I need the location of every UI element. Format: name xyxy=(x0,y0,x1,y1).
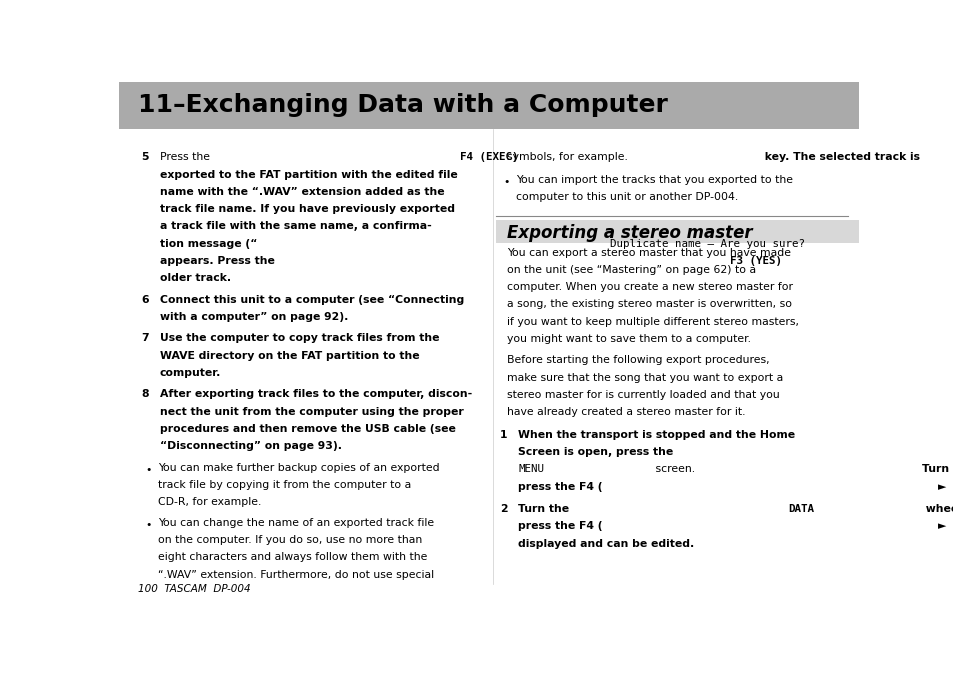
Text: Before starting the following export procedures,: Before starting the following export pro… xyxy=(507,356,769,365)
Text: nect the unit from the computer using the proper: nect the unit from the computer using th… xyxy=(160,407,463,417)
Text: computer to this unit or another DP-004.: computer to this unit or another DP-004. xyxy=(516,192,738,202)
Text: exported to the FAT partition with the edited file: exported to the FAT partition with the e… xyxy=(160,169,457,180)
Text: You can import the tracks that you exported to the: You can import the tracks that you expor… xyxy=(516,175,793,185)
Text: Exporting a stereo master: Exporting a stereo master xyxy=(507,224,752,242)
Text: with a computer” on page 92).: with a computer” on page 92). xyxy=(160,312,348,322)
Text: 1: 1 xyxy=(499,430,507,440)
Text: press the F4 (: press the F4 ( xyxy=(518,481,602,492)
Text: You can change the name of an exported track file: You can change the name of an exported t… xyxy=(157,517,434,528)
Text: “.WAV” extension. Furthermore, do not use special: “.WAV” extension. Furthermore, do not us… xyxy=(157,570,434,579)
Text: WAVE directory on the FAT partition to the: WAVE directory on the FAT partition to t… xyxy=(160,351,419,360)
Text: track file by copying it from the computer to a: track file by copying it from the comput… xyxy=(157,480,411,490)
Text: You can export a stereo master that you have made: You can export a stereo master that you … xyxy=(507,248,791,258)
Text: Use the computer to copy track files from the: Use the computer to copy track files fro… xyxy=(160,333,439,343)
Text: DATA: DATA xyxy=(787,504,814,514)
Text: MENU: MENU xyxy=(518,464,544,475)
Text: displayed and can be edited.: displayed and can be edited. xyxy=(518,539,694,549)
Text: appears. Press the: appears. Press the xyxy=(160,256,278,266)
Text: “Disconnecting” on page 93).: “Disconnecting” on page 93). xyxy=(160,441,341,452)
Text: wheel to select: wheel to select xyxy=(922,504,953,514)
Text: track file name. If you have previously exported: track file name. If you have previously … xyxy=(160,204,455,214)
Text: 2: 2 xyxy=(499,504,507,514)
Text: F3 (YES): F3 (YES) xyxy=(729,256,781,266)
Text: Turn the: Turn the xyxy=(518,504,573,514)
Text: Screen is open, press the: Screen is open, press the xyxy=(518,447,677,457)
Text: •: • xyxy=(145,520,152,530)
Text: on the computer. If you do so, use no more than: on the computer. If you do so, use no mo… xyxy=(157,535,421,545)
Text: name with the “.WAV” extension added as the: name with the “.WAV” extension added as … xyxy=(160,187,444,197)
Text: make sure that the song that you want to export a: make sure that the song that you want to… xyxy=(507,373,782,383)
Text: Duplicate name – Are you sure?: Duplicate name – Are you sure? xyxy=(609,239,804,249)
Text: 6: 6 xyxy=(141,294,149,305)
Text: •: • xyxy=(503,177,510,187)
Text: stereo master for is currently loaded and that you: stereo master for is currently loaded an… xyxy=(507,390,780,400)
Text: symbols, for example.: symbols, for example. xyxy=(507,152,628,163)
Text: 7: 7 xyxy=(141,333,149,343)
Text: screen.: screen. xyxy=(652,464,699,475)
Text: ►: ► xyxy=(938,481,945,492)
Bar xyxy=(119,82,858,129)
Text: 8: 8 xyxy=(141,390,149,399)
Text: You can make further backup copies of an exported: You can make further backup copies of an… xyxy=(157,463,439,473)
Text: 11–Exchanging Data with a Computer: 11–Exchanging Data with a Computer xyxy=(137,93,667,117)
Bar xyxy=(496,220,858,243)
Text: key. The selected track is: key. The selected track is xyxy=(760,152,919,163)
Text: computer. When you create a new stereo master for: computer. When you create a new stereo m… xyxy=(507,282,793,292)
Text: you might want to save them to a computer.: you might want to save them to a compute… xyxy=(507,334,751,344)
Text: When the transport is stopped and the Home: When the transport is stopped and the Ho… xyxy=(518,430,795,440)
Text: a song, the existing stereo master is overwritten, so: a song, the existing stereo master is ov… xyxy=(507,299,792,309)
Text: older track.: older track. xyxy=(160,273,231,284)
Text: eight characters and always follow them with the: eight characters and always follow them … xyxy=(157,552,427,562)
Text: procedures and then remove the USB cable (see: procedures and then remove the USB cable… xyxy=(160,424,456,434)
Text: on the unit (see “Mastering” on page 62) to a: on the unit (see “Mastering” on page 62)… xyxy=(507,265,756,275)
Text: press the F4 (: press the F4 ( xyxy=(518,522,602,532)
Text: computer.: computer. xyxy=(160,368,221,378)
Text: Connect this unit to a computer (see “Connecting: Connect this unit to a computer (see “Co… xyxy=(160,294,464,305)
Text: Press the: Press the xyxy=(160,152,213,163)
Text: After exporting track files to the computer, discon-: After exporting track files to the compu… xyxy=(160,390,472,399)
Text: a track file with the same name, a confirma-: a track file with the same name, a confi… xyxy=(160,222,431,231)
Text: 100  TASCAM  DP-004: 100 TASCAM DP-004 xyxy=(137,583,250,594)
Text: ►: ► xyxy=(938,522,945,532)
Text: Turn the: Turn the xyxy=(922,464,953,475)
Text: •: • xyxy=(145,465,152,475)
Text: tion message (“: tion message (“ xyxy=(160,239,257,249)
Text: if you want to keep multiple different stereo masters,: if you want to keep multiple different s… xyxy=(507,317,799,326)
Text: CD-R, for example.: CD-R, for example. xyxy=(157,497,261,507)
Text: F4 (EXEC): F4 (EXEC) xyxy=(459,152,517,163)
Text: 5: 5 xyxy=(141,152,149,163)
Text: have already created a stereo master for it.: have already created a stereo master for… xyxy=(507,407,745,418)
